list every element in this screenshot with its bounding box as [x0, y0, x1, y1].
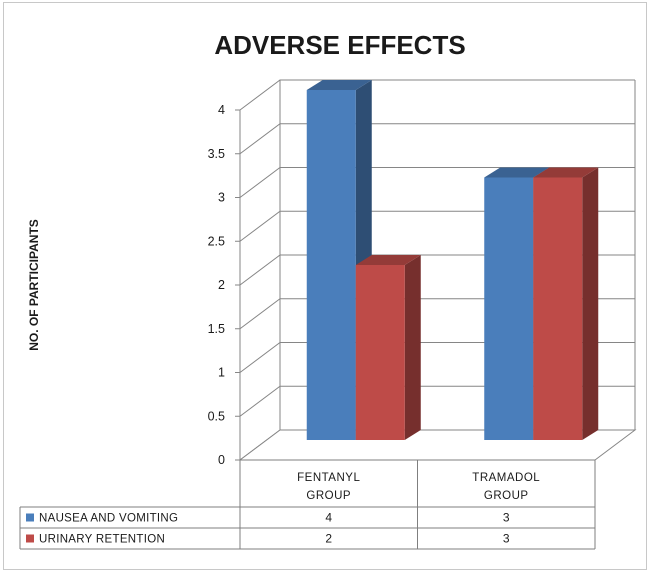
- bar-nausea-and-vomiting: [306, 90, 356, 440]
- x-category-label: GROUP: [484, 490, 529, 502]
- table-value: 4: [325, 511, 332, 525]
- bar-nausea-and-vomiting: [484, 177, 534, 440]
- y-tick-label: 2.5: [208, 234, 225, 248]
- x-category-label: GROUP: [306, 490, 351, 502]
- y-tick-label: 0.5: [208, 409, 225, 423]
- table-value: 2: [325, 532, 332, 546]
- bar-top: [533, 167, 599, 178]
- bar-urinary-retention: [533, 177, 583, 440]
- gridline: [239, 123, 635, 155]
- bar-top: [484, 167, 550, 178]
- bar-top: [355, 255, 421, 265]
- y-tick-label: 1.5: [208, 322, 225, 336]
- plot-area: 0 0.5 1 1.5 2 2.5 3 3.5 4: [208, 79, 637, 467]
- gridline: [239, 79, 635, 111]
- data-table: FENTANYL GROUP TRAMADOL GROUP NAUSEA AND VOM…: [19, 459, 596, 550]
- legend-label: URINARY RETENTION: [39, 534, 165, 546]
- y-tick-label: 2: [218, 278, 225, 292]
- bar-top: [306, 80, 372, 90]
- y-tick-label: 3.5: [208, 147, 225, 161]
- y-tick-label: 0: [218, 453, 225, 467]
- legend-label: NAUSEA AND VOMITING: [39, 513, 178, 525]
- legend-swatch: [26, 513, 34, 522]
- y-axis-label: NO. OF PARTICIPANTS: [27, 219, 41, 351]
- legend-swatch: [26, 534, 34, 543]
- y-tick-label: 1: [218, 366, 225, 380]
- bar-side: [582, 167, 599, 440]
- bar-side: [404, 255, 421, 440]
- y-tick-label: 4: [218, 103, 225, 117]
- chart-title: ADVERSE EFFECTS: [214, 30, 465, 60]
- y-tick-label: 3: [218, 191, 225, 205]
- x-category-label: TRAMADOL: [472, 472, 540, 484]
- table-value: 3: [503, 532, 510, 546]
- x-category-label: FENTANYL: [297, 472, 360, 484]
- bar-urinary-retention: [355, 265, 405, 440]
- table-value: 3: [503, 511, 510, 525]
